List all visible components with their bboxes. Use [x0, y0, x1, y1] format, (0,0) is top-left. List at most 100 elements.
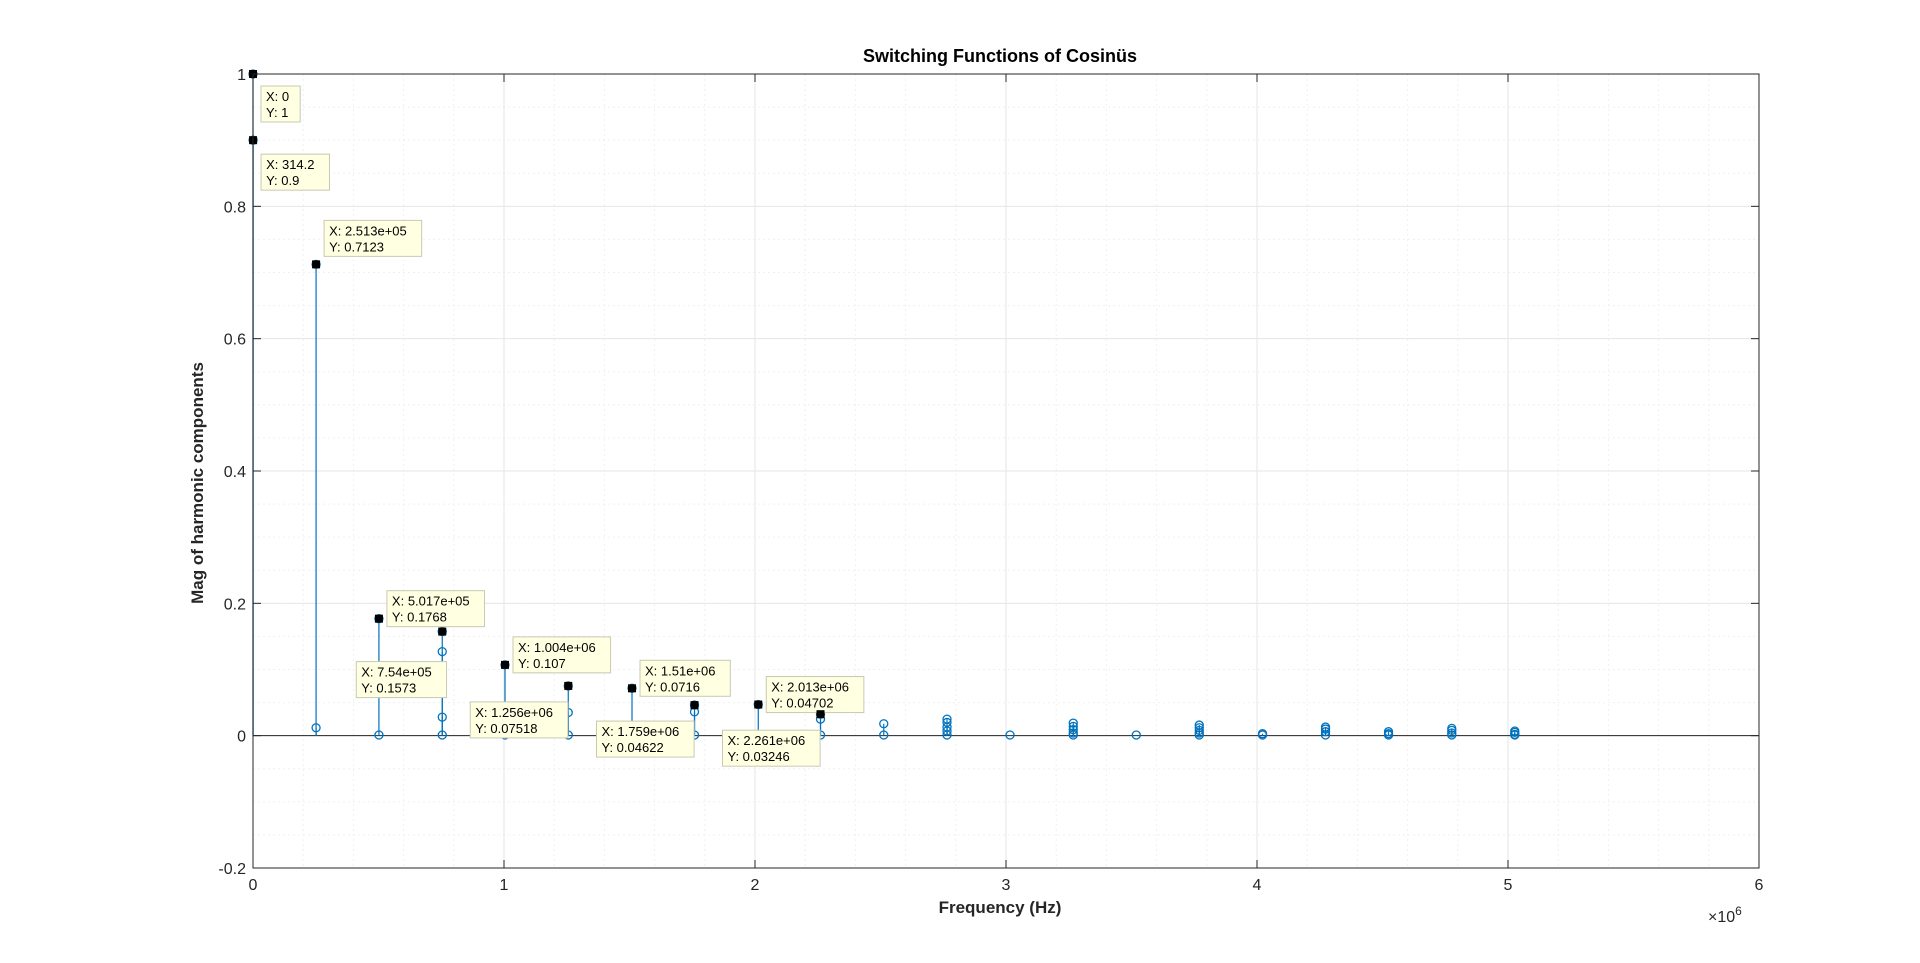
datatip-marker[interactable]	[564, 681, 573, 690]
datatip-y-label: Y: 0.7123	[329, 239, 384, 254]
datatip-x-label: X: 0	[266, 89, 289, 104]
datatip-x-label: X: 1.759e+06	[602, 724, 680, 739]
stem-point	[1320, 724, 1331, 734]
stem-point	[1447, 725, 1457, 736]
datatip[interactable]: X: 2.513e+05Y: 0.7123	[312, 219, 423, 269]
stem-point	[1447, 730, 1457, 740]
x-tick-label: 4	[1253, 877, 1262, 894]
stem-point	[1194, 730, 1204, 740]
x-axis-ticks: 0 1 2 3 4 5 6	[249, 74, 1764, 894]
stem-point	[437, 646, 447, 657]
stem-point	[1068, 730, 1078, 740]
y-axis-label: Mag of harmonic components	[188, 362, 207, 604]
datatip-x-label: X: 2.513e+05	[329, 223, 407, 238]
stem-point	[942, 726, 952, 736]
x-axis-label: Frequency (Hz)	[939, 898, 1062, 917]
datatip-box	[765, 676, 865, 714]
x-tick-label: 1	[500, 877, 509, 894]
datatip-marker[interactable]	[628, 684, 637, 693]
datatip-y-label: Y: 0.107	[518, 656, 566, 671]
stem-point	[1005, 730, 1015, 740]
datatip-x-label: X: 7.54e+05	[361, 665, 431, 680]
y-tick-label: 0	[237, 729, 246, 746]
datatip-y-label: Y: 0.04702	[771, 696, 833, 711]
x-tick-label: 3	[1002, 877, 1011, 894]
datatip-box	[596, 720, 695, 758]
y-tick-label: 0.6	[224, 332, 246, 349]
datatip-box	[722, 729, 821, 767]
datatip-x-label: X: 2.013e+06	[771, 680, 849, 695]
x-tick-label: 6	[1755, 877, 1764, 894]
y-tick-label: 0.8	[224, 199, 246, 216]
stem-point	[1257, 730, 1268, 740]
datatip-box	[260, 153, 330, 191]
stem-point	[1383, 730, 1394, 740]
datatip-y-label: Y: 0.0716	[645, 679, 700, 694]
datatip-y-label: Y: 1	[266, 105, 288, 120]
datatip-marker[interactable]	[816, 710, 825, 719]
y-tick-label: 0.4	[224, 464, 246, 481]
datatip-x-label: X: 1.004e+06	[518, 640, 596, 655]
stem-point	[1320, 727, 1331, 737]
stem-point	[1320, 730, 1331, 740]
datatips[interactable]: X: 0Y: 1 X: 314.2Y: 0.9 X: 2.513e+05Y: 0.7…	[249, 70, 865, 767]
stem-point	[374, 730, 384, 740]
x-tick-label: 2	[751, 877, 760, 894]
y-tick-label: 0.2	[224, 596, 246, 613]
datatip-y-label: Y: 0.9	[266, 173, 299, 188]
datatip-y-label: Y: 0.03246	[728, 749, 790, 764]
datatip-marker[interactable]	[312, 260, 321, 269]
stem-point	[1131, 730, 1141, 740]
stem-point	[1068, 718, 1078, 728]
y-tick-label: 1	[237, 67, 246, 84]
stem-point	[942, 730, 952, 740]
datatip-x-label: X: 314.2	[266, 157, 314, 172]
stem-point	[437, 730, 447, 740]
datatip-marker[interactable]	[374, 614, 383, 623]
datatip-box	[355, 661, 448, 699]
datatip-x-label: X: 5.017e+05	[392, 594, 470, 609]
chart-title: Switching Functions of Cosinüs	[863, 46, 1137, 66]
datatip[interactable]: X: 1.004e+06Y: 0.107	[501, 636, 612, 674]
y-axis-ticks: -0.2 0 0.2 0.4 0.6 0.8 1	[218, 67, 1759, 878]
stem-point	[1068, 725, 1078, 735]
x-tick-label: 0	[249, 877, 258, 894]
datatip-x-label: X: 1.51e+06	[645, 663, 715, 678]
datatip[interactable]: X: 2.013e+06Y: 0.04702	[754, 676, 865, 714]
datatip[interactable]: X: 1.759e+06Y: 0.04622	[596, 701, 699, 758]
x-axis-multiplier-exponent: 6	[1735, 904, 1742, 918]
datatip[interactable]: X: 314.2Y: 0.9	[249, 136, 330, 191]
stem-point	[1510, 730, 1520, 740]
datatip[interactable]: X: 7.54e+05Y: 0.1573	[355, 627, 448, 699]
datatip-marker[interactable]	[438, 627, 447, 636]
x-axis-multiplier-base: ×10	[1708, 909, 1735, 926]
datatip-y-label: Y: 0.1573	[361, 681, 416, 696]
datatip-marker[interactable]	[754, 700, 763, 709]
datatip-box	[469, 701, 569, 739]
datatip[interactable]: X: 5.017e+05Y: 0.1768	[374, 590, 486, 628]
x-tick-label: 5	[1504, 877, 1513, 894]
stem-point	[879, 730, 889, 740]
datatip-box	[639, 659, 731, 697]
stem-point	[879, 719, 889, 729]
datatip-box	[386, 590, 486, 628]
stem-point	[437, 712, 447, 722]
y-tick-label: -0.2	[218, 861, 246, 878]
datatip[interactable]: X: 1.256e+06Y: 0.07518	[469, 681, 573, 739]
datatip-y-label: Y: 0.1768	[392, 610, 447, 625]
datatip-y-label: Y: 0.04622	[602, 740, 664, 755]
datatip-marker[interactable]	[690, 701, 699, 710]
datatip-y-label: Y: 0.07518	[475, 721, 537, 736]
datatip[interactable]: X: 2.261e+06Y: 0.03246	[722, 710, 825, 767]
stem-point	[311, 723, 321, 733]
stem-point	[1194, 723, 1204, 733]
datatip[interactable]: X: 1.51e+06Y: 0.0716	[628, 659, 731, 697]
datatip-box	[260, 85, 301, 123]
datatip-marker[interactable]	[501, 660, 510, 669]
datatip-x-label: X: 2.261e+06	[728, 733, 806, 748]
datatip-box	[512, 636, 612, 674]
stem-point	[1194, 725, 1204, 736]
x-axis-multiplier: ×106	[1708, 904, 1742, 926]
datatip-box	[323, 219, 423, 257]
